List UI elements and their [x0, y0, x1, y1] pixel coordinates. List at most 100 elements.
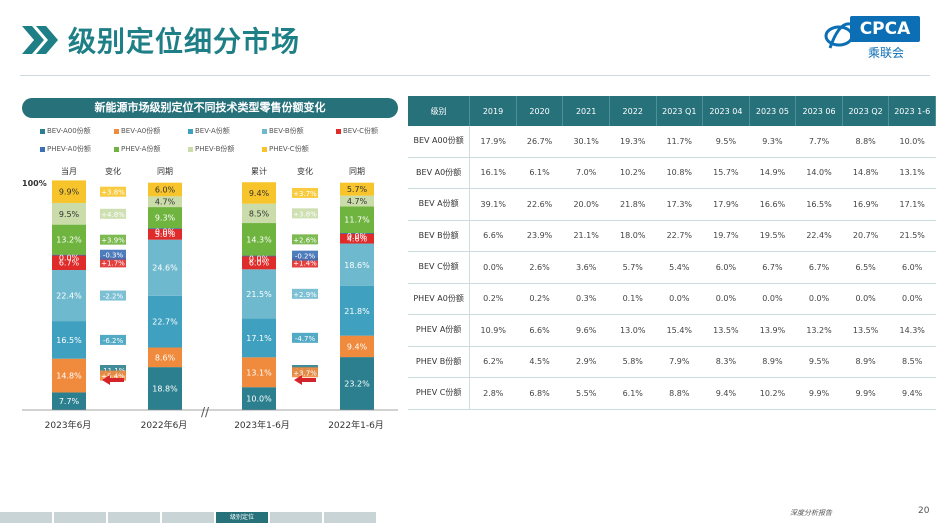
change-box: [100, 290, 126, 301]
table-column-header: 级别: [408, 96, 471, 126]
table-cell: 21.1%: [562, 220, 610, 252]
title-chevron-icon: [22, 26, 58, 54]
bar-segment-label: 21.8%: [344, 307, 370, 316]
table-cell: 16.5%: [795, 188, 843, 221]
bar-segment-label: 21.5%: [246, 290, 272, 299]
table-column-header: 2020: [516, 96, 564, 126]
table-row: BEV A0份额 16.1% 6.1% 7.0% 10.2% 10.8% 15.7% 14.9…: [408, 157, 936, 189]
table-cell: 17.9%: [469, 126, 517, 158]
bar-segment: [52, 202, 86, 225]
bar-segment: [242, 357, 276, 388]
table-cell: 2.9%: [562, 346, 610, 378]
table-cell: 9.9%: [842, 377, 889, 410]
bar-segment-label: 6.0%: [155, 186, 176, 195]
change-box: [100, 186, 126, 197]
table-cell: 6.1%: [516, 157, 563, 189]
legend-item: PHEV-C份额: [262, 144, 309, 154]
bar-segment: [148, 196, 182, 208]
table-cell: 13.5%: [702, 314, 750, 347]
table-cell: 17.1%: [888, 188, 936, 221]
bar-segment-label: 5.7%: [347, 185, 368, 194]
table-cell: 3.6%: [562, 251, 610, 284]
legend-label: BEV-B份额: [269, 127, 304, 135]
bar-segment: [52, 224, 86, 255]
table-cell: 4.5%: [516, 346, 563, 378]
table-cell: 6.0%: [888, 251, 936, 284]
table-cell: 6.7%: [795, 251, 843, 284]
legend-item: PHEV-B份额: [188, 144, 234, 154]
bar-segment: [242, 255, 276, 257]
table-cell: 0.0%: [888, 283, 936, 315]
table-cell: 7.0%: [562, 157, 610, 189]
table-cell: 39.1%: [469, 188, 517, 221]
axis-break-mark: //: [201, 405, 210, 419]
bar-header-label: 变化: [297, 166, 313, 176]
table-cell: 0.0%: [749, 283, 796, 315]
change-label: +1.7%: [101, 259, 125, 267]
legend-swatch: [188, 128, 193, 134]
change-box: [292, 250, 318, 261]
footer-tab[interactable]: [270, 512, 322, 523]
table-cell: 19.7%: [702, 220, 750, 252]
legend-swatch: [188, 146, 193, 152]
bar-header-label: 同期: [157, 167, 173, 176]
table-cell: 26.7%: [516, 126, 563, 158]
change-label: +3.8%: [293, 210, 317, 218]
bar-segment-label: 23.2%: [344, 380, 370, 389]
table-cell: 20.0%: [562, 188, 610, 221]
table-cell: 18.0%: [609, 220, 657, 252]
change-label: +2.9%: [293, 291, 317, 299]
bar-segment-label: 9.4%: [249, 189, 270, 198]
change-box: [292, 257, 318, 268]
table-row: PHEV A份额 10.9% 6.6% 9.6% 13.0% 15.4% 13.5% 13.9…: [408, 314, 936, 347]
bar-segment: [340, 233, 374, 234]
bar-segment: [242, 318, 276, 358]
change-label: +1.4%: [293, 259, 317, 267]
legend-item: BEV-C份额: [336, 126, 378, 136]
table-cell: 10.9%: [469, 314, 517, 347]
bar-segment: [242, 387, 276, 410]
down-arrow-icon: [102, 375, 124, 385]
legend-label: PHEV-A0份额: [47, 145, 91, 153]
bar-segment-label: 9.5%: [59, 210, 80, 219]
table-column-header: 2023 05: [749, 96, 797, 126]
table-cell: 7.9%: [656, 346, 703, 378]
change-box: [100, 234, 126, 245]
x-category-label: 2022年6月: [141, 419, 188, 431]
table-row: BEV C份额 0.0% 2.6% 3.6% 5.7% 5.4% 6.0% 6.7% 6.7% 6…: [408, 251, 936, 284]
change-box: [292, 234, 318, 245]
footer-tab[interactable]: [108, 512, 160, 523]
down-arrow-icon: [294, 375, 316, 385]
footer-tab[interactable]: [324, 512, 376, 523]
footer-tab[interactable]: [162, 512, 214, 523]
bar-segment: [340, 233, 374, 244]
legend-swatch: [262, 128, 267, 134]
bar-segment: [52, 254, 86, 256]
table-cell: 10.0%: [888, 126, 936, 158]
footer-tab[interactable]: 级别定位: [216, 512, 268, 523]
footer-tab[interactable]: [54, 512, 106, 523]
change-box: [100, 249, 126, 260]
table-row-header: BEV A0份额: [408, 157, 471, 189]
bar-segment: [340, 206, 374, 234]
bar-segment-label: 22.4%: [56, 292, 82, 301]
table-cell: 0.3%: [562, 283, 610, 315]
bar-segment: [340, 182, 374, 196]
change-label: +3.8%: [101, 189, 125, 197]
bar-segment: [52, 270, 86, 322]
footer-tab[interactable]: [0, 512, 52, 523]
bar-segment-label: 9.3%: [155, 214, 176, 223]
legend-item: PHEV-A0份额: [40, 144, 91, 154]
bar-segment-label: 18.8%: [152, 385, 178, 394]
table-cell: 14.9%: [749, 157, 796, 189]
page-title: 级别定位细分市场: [68, 25, 301, 58]
table-cell: 8.5%: [888, 346, 936, 378]
share-table: 级别 2019 2020 2021 2022 2023 Q1 2023 04 2023 05 2…: [408, 96, 936, 426]
table-cell: 6.6%: [469, 220, 517, 252]
bar-segment: [148, 239, 182, 296]
table-cell: 9.5%: [795, 346, 843, 378]
table-row-header: PHEV A份额: [408, 314, 471, 347]
table-cell: 9.4%: [888, 377, 936, 410]
table-cell: 16.6%: [749, 188, 796, 221]
table-cell: 2.8%: [469, 377, 517, 410]
